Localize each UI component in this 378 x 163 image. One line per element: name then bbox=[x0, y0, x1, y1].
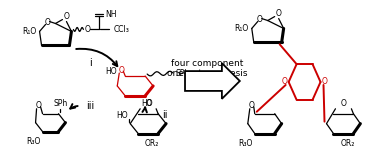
Text: HO: HO bbox=[105, 67, 117, 76]
Text: SPh: SPh bbox=[53, 99, 68, 108]
Text: O: O bbox=[257, 15, 263, 24]
Polygon shape bbox=[185, 63, 240, 99]
Text: one-pot synthesis: one-pot synthesis bbox=[167, 69, 247, 78]
Text: HO: HO bbox=[141, 99, 153, 108]
Text: O: O bbox=[118, 66, 124, 75]
Text: O: O bbox=[322, 77, 327, 87]
Text: R₁O: R₁O bbox=[22, 27, 37, 36]
Text: CCl₃: CCl₃ bbox=[113, 25, 129, 34]
Text: O: O bbox=[36, 101, 42, 110]
Text: OR₂: OR₂ bbox=[340, 139, 355, 148]
Text: R₃O: R₃O bbox=[26, 137, 40, 146]
Text: NH: NH bbox=[105, 10, 117, 19]
Text: O: O bbox=[341, 99, 346, 108]
Text: O: O bbox=[282, 77, 288, 87]
Text: R₃O: R₃O bbox=[239, 139, 253, 148]
Text: SPh: SPh bbox=[176, 69, 190, 78]
Text: O: O bbox=[249, 101, 255, 110]
Text: O: O bbox=[145, 99, 151, 108]
Text: O: O bbox=[45, 18, 50, 27]
Text: HO: HO bbox=[116, 111, 128, 120]
Text: OR₂: OR₂ bbox=[145, 139, 159, 148]
Text: four component: four component bbox=[171, 59, 243, 68]
Text: O: O bbox=[64, 12, 70, 21]
Text: O: O bbox=[84, 25, 90, 34]
Text: ii: ii bbox=[162, 110, 168, 120]
Text: R₁O: R₁O bbox=[234, 24, 249, 33]
Text: i: i bbox=[89, 58, 92, 68]
Text: O: O bbox=[276, 9, 282, 18]
Text: iii: iii bbox=[86, 101, 94, 111]
